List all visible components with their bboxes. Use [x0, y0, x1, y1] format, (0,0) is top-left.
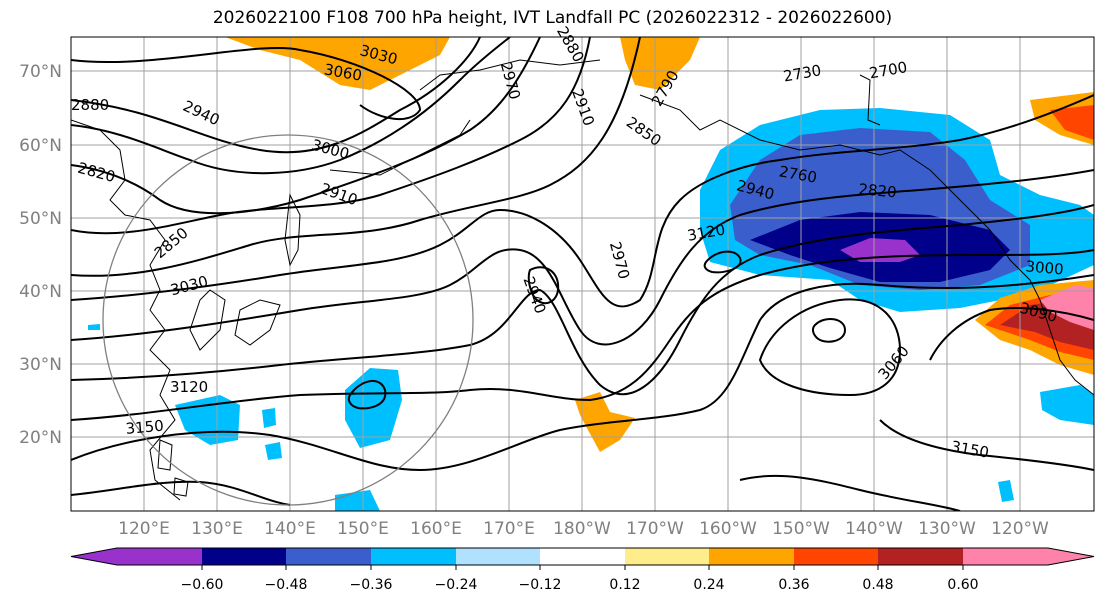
- colorbar-segment: [794, 548, 878, 565]
- lon-label: 150°W: [772, 519, 830, 539]
- latitude-labels: 70°N 60°N 50°N 40°N 30°N 20°N: [19, 62, 62, 448]
- colorbar-segment: [202, 548, 286, 565]
- lon-label: 170°E: [483, 519, 535, 539]
- colorbar-segment: [286, 548, 371, 565]
- colorbar-segment: [878, 548, 963, 565]
- colorbar-tick-label: −0.36: [350, 577, 393, 593]
- colorbar-segment: [117, 548, 202, 565]
- colorbar-segment: [371, 548, 456, 565]
- contour-label: 2850: [623, 113, 665, 150]
- contour-labels: 3030 3060 2880 2970 2910 2790 2850 2730 …: [71, 23, 1064, 461]
- lon-label: 170°W: [626, 519, 684, 539]
- contour-label: 3000: [1025, 257, 1065, 278]
- colorbar-tick-label: 0.36: [778, 577, 809, 593]
- contour-label: 2910: [568, 86, 598, 128]
- lat-label: 20°N: [19, 428, 62, 448]
- contour-label: 3150: [950, 437, 991, 461]
- colorbar-tick-label: 0.12: [609, 577, 640, 593]
- lon-label: 160°E: [410, 519, 462, 539]
- contour-label: 2880: [71, 96, 109, 114]
- colorbar-segment: [625, 548, 709, 565]
- colorbar-extend-left: [71, 548, 117, 565]
- lon-label: 120°W: [991, 519, 1049, 539]
- range-ring: [102, 134, 474, 506]
- colorbar-tick-label: −0.12: [519, 577, 562, 593]
- lon-label: 130°W: [918, 519, 976, 539]
- contour-label: 2730: [782, 61, 823, 85]
- contour-label: 2970: [497, 60, 524, 102]
- colorbar-tick-label: −0.24: [435, 577, 478, 593]
- contour-label: 2970: [606, 240, 633, 282]
- lon-label: 140°E: [264, 519, 316, 539]
- contour-label: 3150: [125, 417, 165, 438]
- colorbar-segment: [540, 548, 625, 565]
- contour-label: 2940: [180, 97, 222, 129]
- colorbar-tick-label: 0.60: [947, 577, 978, 593]
- lon-label: 120°E: [118, 519, 170, 539]
- colorbar-extend-right: [1048, 548, 1094, 565]
- longitude-labels: 120°E 130°E 140°E 150°E 160°E 170°E 180°…: [118, 519, 1049, 539]
- map-frame: [70, 36, 1095, 512]
- lat-label: 40°N: [19, 282, 62, 302]
- colorbar-segment: [456, 548, 540, 565]
- colorbar-tick-label: −0.60: [181, 577, 224, 593]
- contour-label: 2820: [76, 159, 118, 186]
- height-contours: [71, 37, 1094, 511]
- map-title: 2026022100 F108 700 hPa height, IVT Land…: [212, 8, 893, 28]
- contour-label: 3120: [170, 378, 208, 396]
- contour-label: 2880: [553, 23, 588, 65]
- lon-label: 160°W: [699, 519, 757, 539]
- lat-label: 30°N: [19, 355, 62, 375]
- lat-label: 50°N: [19, 209, 62, 229]
- colorbar-segment: [963, 548, 1048, 565]
- colorbar-segment: [709, 548, 794, 565]
- graticule: [71, 37, 1094, 511]
- colorbar-tick-label: −0.48: [265, 577, 308, 593]
- colorbar-tick-label: 0.24: [693, 577, 724, 593]
- contour-label: 2940: [520, 274, 550, 316]
- lon-label: 180°W: [553, 519, 611, 539]
- lon-label: 150°E: [337, 519, 389, 539]
- contour-label: 3060: [875, 342, 913, 383]
- lon-label: 130°E: [191, 519, 243, 539]
- colorbar-tick-label: 0.48: [862, 577, 893, 593]
- lat-label: 70°N: [19, 62, 62, 82]
- lat-label: 60°N: [19, 136, 62, 156]
- contour-label: 2820: [858, 180, 898, 201]
- colorbar-outline: [70, 547, 1095, 566]
- ivt-shading: [88, 37, 1094, 511]
- lon-label: 140°W: [845, 519, 903, 539]
- colorbar: −0.60 −0.48 −0.36 −0.24 −0.12 0.12 0.24 …: [70, 547, 1095, 593]
- contour-label: 3030: [168, 272, 210, 299]
